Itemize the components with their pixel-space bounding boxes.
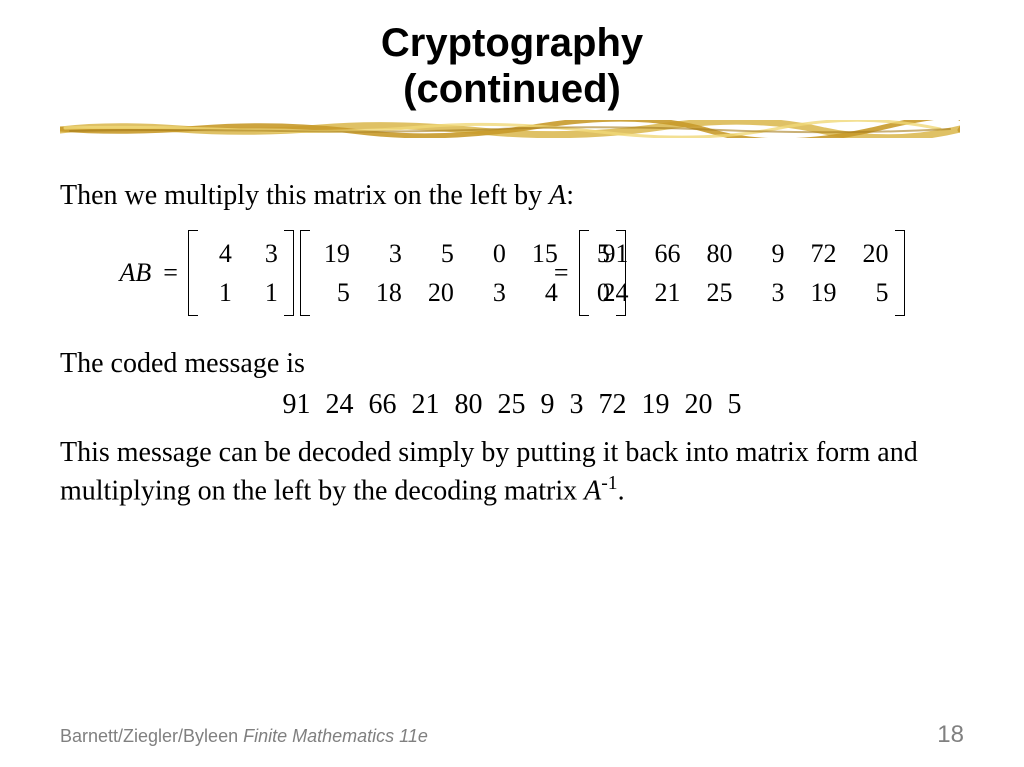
equation-block: AB = 4 3 1 1 — [60, 220, 964, 316]
matrix-cell: 3 — [751, 273, 785, 312]
matrix-cell: 3 — [368, 234, 402, 273]
matrix-cell: 25 — [699, 273, 733, 312]
decode-text: This message can be decoded simply by pu… — [60, 437, 918, 507]
bracket-right — [895, 230, 905, 316]
matrix-cell: 19 — [316, 234, 350, 273]
coded-sequence: 91 24 66 21 80 25 9 3 72 19 20 5 — [60, 389, 964, 421]
matrix-cell: 9 — [751, 234, 785, 273]
matrix-cell: 20 — [420, 273, 454, 312]
matrix-A: 4 3 1 1 — [188, 230, 294, 316]
matrix-cell: 80 — [699, 234, 733, 273]
matrix-cell: 5 — [316, 273, 350, 312]
intro-variable-A: A — [549, 180, 566, 211]
matrix-cell: 5 — [855, 273, 889, 312]
equals-sign-1: = — [159, 258, 182, 288]
matrix-result-body: 91 66 80 9 72 20 24 21 25 3 19 5 — [589, 230, 895, 316]
matrix-cell: 72 — [803, 234, 837, 273]
bracket-left — [579, 230, 589, 316]
matrix-cell: 1 — [204, 273, 232, 312]
equation-line-2: = 91 66 80 9 72 20 24 21 25 — [550, 230, 905, 316]
matrix-cell: 19 — [803, 273, 837, 312]
matrix-cell: 18 — [368, 273, 402, 312]
coded-label: The coded message is — [60, 346, 964, 382]
slide-footer: Barnett/Ziegler/Byleen Finite Mathematic… — [60, 721, 964, 749]
eq-label-AB: AB — [119, 258, 153, 288]
title-underline — [60, 120, 964, 138]
bracket-left — [300, 230, 310, 316]
bracket-left — [188, 230, 198, 316]
intro-paragraph: Then we multiply this matrix on the left… — [60, 178, 964, 214]
footer-page-number: 18 — [937, 721, 964, 749]
bracket-right — [616, 230, 626, 316]
intro-colon: : — [566, 180, 574, 211]
decode-period: . — [618, 476, 625, 507]
footer-book-title: Finite Mathematics 11e — [243, 726, 428, 746]
bracket-right — [284, 230, 294, 316]
title-line-1: Cryptography — [60, 20, 964, 66]
matrix-cell: 66 — [647, 234, 681, 273]
equals-sign-2: = — [550, 258, 573, 288]
matrix-cell: 4 — [204, 234, 232, 273]
decode-superscript: -1 — [601, 473, 617, 494]
title-line-2: (continued) — [60, 66, 964, 112]
decode-variable-A: A — [584, 476, 601, 507]
matrix-A-body: 4 3 1 1 — [198, 230, 284, 316]
footer-attribution: Barnett/Ziegler/Byleen Finite Mathematic… — [60, 726, 428, 747]
decode-paragraph: This message can be decoded simply by pu… — [60, 435, 964, 510]
footer-authors: Barnett/Ziegler/Byleen — [60, 726, 243, 746]
intro-text: Then we multiply this matrix on the left… — [60, 180, 549, 211]
matrix-cell: 21 — [647, 273, 681, 312]
matrix-cell: 5 — [420, 234, 454, 273]
matrix-cell: 3 — [250, 234, 278, 273]
matrix-cell: 0 — [472, 234, 506, 273]
matrix-cell: 20 — [855, 234, 889, 273]
matrix-result: 91 66 80 9 72 20 24 21 25 3 19 5 — [579, 230, 905, 316]
slide-title: Cryptography (continued) — [60, 20, 964, 112]
slide-container: Cryptography (continued) Then we multipl… — [0, 0, 1024, 767]
matrix-cell: 3 — [472, 273, 506, 312]
matrix-cell: 1 — [250, 273, 278, 312]
